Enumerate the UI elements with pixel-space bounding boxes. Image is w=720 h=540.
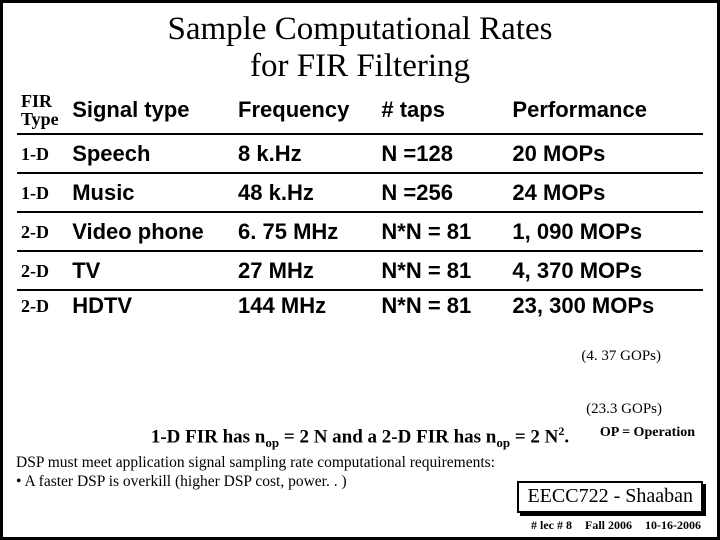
cell-taps: N =128 [377, 134, 508, 173]
cell-firtype: 1-D [17, 134, 68, 173]
fir-formula: 1-D FIR has nop = 2 N and a 2-D FIR has … [151, 424, 569, 451]
col-head-firtype: FIR Type [17, 86, 68, 134]
cell-signal: HDTV [68, 290, 234, 319]
cell-taps: N*N = 81 [377, 251, 508, 290]
cell-perf: 4, 370 MOPs [508, 251, 703, 290]
requirements-line-2: • A faster DSP is overkill (higher DSP c… [16, 473, 347, 490]
col-head-taps: # taps [377, 86, 508, 134]
formula-part: . [564, 426, 569, 447]
cell-signal: Speech [68, 134, 234, 173]
table-header-row: FIR Type Signal type Frequency # taps Pe… [17, 86, 703, 134]
table-row: 1-D Music 48 k.Hz N =256 24 MOPs [17, 173, 703, 212]
formula-sub: op [496, 435, 510, 450]
footer-date: 10-16-2006 [645, 518, 701, 532]
cell-firtype: 2-D [17, 290, 68, 319]
cell-firtype: 1-D [17, 173, 68, 212]
annotation-gops-2: (23.3 GOPs) [586, 401, 662, 418]
cell-freq: 8 k.Hz [234, 134, 377, 173]
fir-table: FIR Type Signal type Frequency # taps Pe… [17, 86, 703, 319]
op-definition: OP = Operation [600, 425, 695, 441]
slide-footer: # lec # 8 Fall 2006 10-16-2006 [521, 518, 701, 533]
requirements-text: DSP must meet application signal samplin… [16, 454, 495, 492]
cell-freq: 144 MHz [234, 290, 377, 319]
annotation-gops-1: (4. 37 GOPs) [581, 348, 661, 365]
cell-taps: N*N = 81 [377, 212, 508, 251]
col-head-freq: Frequency [234, 86, 377, 134]
cell-signal: Video phone [68, 212, 234, 251]
cell-taps: N =256 [377, 173, 508, 212]
slide-title: Sample Computational Rates for FIR Filte… [17, 11, 703, 85]
cell-taps: N*N = 81 [377, 290, 508, 319]
cell-freq: 6. 75 MHz [234, 212, 377, 251]
firtype-a: FIR [21, 91, 52, 111]
table-row: 2-D HDTV 144 MHz N*N = 81 23, 300 MOPs [17, 290, 703, 319]
formula-part: 1-D FIR has n [151, 426, 266, 447]
firtype-b: Type [21, 109, 59, 129]
cell-signal: TV [68, 251, 234, 290]
table-row: 2-D Video phone 6. 75 MHz N*N = 81 1, 09… [17, 212, 703, 251]
footer-lec: # lec # 8 [531, 518, 572, 532]
requirements-line-1: DSP must meet application signal samplin… [16, 454, 495, 471]
col-head-perf: Performance [508, 86, 703, 134]
course-box: EECC722 - Shaaban [517, 481, 703, 513]
cell-perf: 23, 300 MOPs [508, 290, 703, 319]
slide: Sample Computational Rates for FIR Filte… [0, 0, 720, 540]
cell-perf: 24 MOPs [508, 173, 703, 212]
footer-term: Fall 2006 [585, 518, 632, 532]
cell-freq: 48 k.Hz [234, 173, 377, 212]
formula-part: = 2 N [510, 426, 558, 447]
cell-perf: 20 MOPs [508, 134, 703, 173]
cell-perf: 1, 090 MOPs [508, 212, 703, 251]
cell-signal: Music [68, 173, 234, 212]
formula-part: = 2 N and a 2-D FIR has n [279, 426, 496, 447]
table-row: 1-D Speech 8 k.Hz N =128 20 MOPs [17, 134, 703, 173]
cell-freq: 27 MHz [234, 251, 377, 290]
title-line-1: Sample Computational Rates [168, 11, 553, 47]
col-head-signal: Signal type [68, 86, 234, 134]
formula-sub: op [265, 435, 279, 450]
cell-firtype: 2-D [17, 251, 68, 290]
table-row: 2-D TV 27 MHz N*N = 81 4, 370 MOPs [17, 251, 703, 290]
title-line-2: for FIR Filtering [250, 48, 470, 84]
cell-firtype: 2-D [17, 212, 68, 251]
